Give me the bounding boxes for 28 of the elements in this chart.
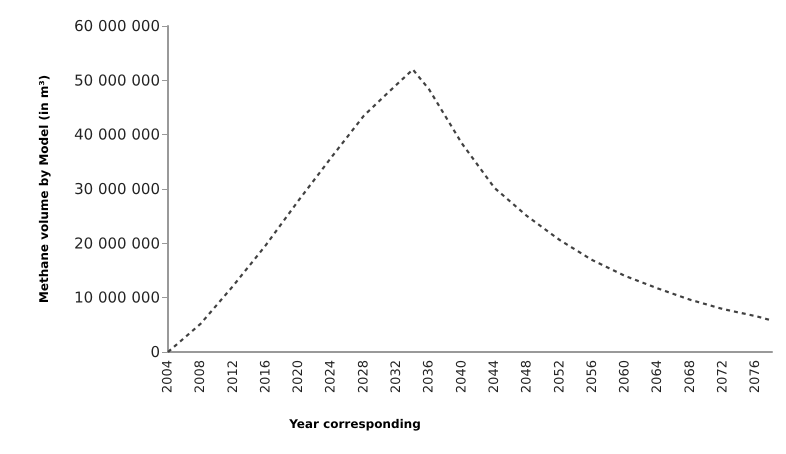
- x-tick-label: 2028: [356, 360, 372, 394]
- x-tick-label: 2024: [324, 360, 339, 394]
- x-tick-label: 2020: [291, 360, 306, 394]
- y-tick-label: 20 000 000: [74, 234, 160, 252]
- y-tick-label: 10 000 000: [74, 288, 160, 307]
- x-tick-label: 2044: [486, 360, 502, 394]
- x-tick-label: 2004: [160, 360, 176, 394]
- y-axis-title: Methane volume by Model (in m³): [37, 74, 51, 304]
- y-tick-label: 40 000 000: [74, 126, 160, 144]
- y-tick-label: 50 000 000: [74, 71, 160, 90]
- x-tick-label: 2064: [650, 360, 666, 394]
- x-tick-label: 2072: [716, 360, 731, 394]
- x-tick-label: 2076: [748, 360, 764, 394]
- x-tick-label: 2048: [520, 360, 535, 394]
- x-tick-label: 2008: [193, 360, 208, 394]
- y-tick-label: 30 000 000: [74, 180, 160, 198]
- y-tick-label: 0: [150, 343, 160, 361]
- x-tick-label: 2036: [422, 360, 437, 394]
- x-tick-label: 2032: [389, 360, 404, 394]
- x-axis-title: Year corresponding: [288, 417, 421, 431]
- x-tick-label: 2012: [226, 360, 241, 394]
- x-tick-label: 2040: [454, 360, 470, 394]
- x-tick-label: 2056: [584, 360, 600, 394]
- y-tick-label: 60 000 000: [74, 17, 160, 35]
- x-tick-label: 2016: [258, 360, 274, 394]
- x-tick-label: 2068: [682, 360, 698, 394]
- x-tick-label: 2052: [552, 360, 568, 394]
- x-tick-label: 2060: [618, 360, 633, 394]
